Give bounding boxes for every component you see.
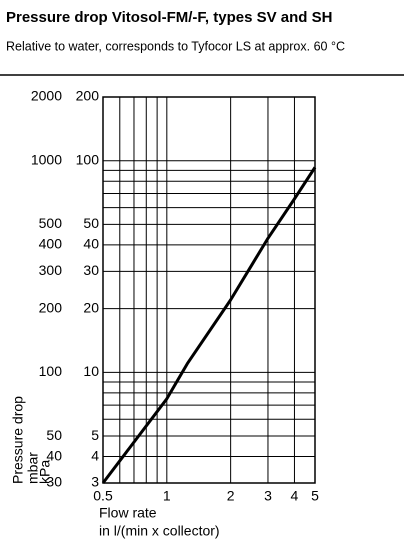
y2-tick-label: 40 bbox=[46, 447, 62, 463]
chart-subtitle: Relative to water, corresponds to Tyfoco… bbox=[6, 39, 345, 53]
y-tick-label: 3 bbox=[91, 474, 99, 490]
y-label: kPa bbox=[37, 460, 53, 484]
y-tick-label: 30 bbox=[83, 262, 99, 278]
y2-tick-label: 200 bbox=[39, 299, 63, 315]
x-tick-label: 2 bbox=[227, 488, 235, 504]
y-tick-label: 20 bbox=[83, 299, 99, 315]
chart-title: Pressure drop Vitosol-FM/-F, types SV an… bbox=[6, 9, 332, 26]
y-tick-label: 5 bbox=[91, 427, 99, 443]
y2-label: mbar bbox=[25, 452, 41, 484]
x-tick-label: 0.5 bbox=[93, 488, 113, 504]
y-tick-label: 10 bbox=[83, 363, 99, 379]
axis-title: Pressure drop bbox=[10, 396, 26, 484]
x-label-unit: in l/(min x collector) bbox=[99, 523, 220, 539]
y-tick-label: 4 bbox=[91, 447, 99, 463]
x-label: Flow rate bbox=[99, 505, 157, 521]
y2-tick-label: 100 bbox=[39, 363, 63, 379]
x-tick-label: 4 bbox=[291, 488, 299, 504]
y2-tick-label: 50 bbox=[46, 427, 62, 443]
x-tick-label: 5 bbox=[311, 488, 319, 504]
y2-tick-label: 400 bbox=[39, 236, 63, 252]
y2-tick-label: 2000 bbox=[31, 88, 62, 104]
y-tick-label: 40 bbox=[83, 236, 99, 252]
plot-frame bbox=[102, 96, 316, 484]
y2-tick-label: 300 bbox=[39, 262, 63, 278]
y2-tick-label: 500 bbox=[39, 215, 63, 231]
y-tick-label: 100 bbox=[76, 151, 100, 167]
y-tick-label: 50 bbox=[83, 215, 99, 231]
data-line bbox=[101, 166, 317, 484]
y2-tick-label: 30 bbox=[46, 474, 62, 490]
y2-tick-label: 1000 bbox=[31, 151, 62, 167]
x-tick-label: 3 bbox=[264, 488, 272, 504]
x-tick-label: 1 bbox=[163, 488, 171, 504]
y-tick-label: 200 bbox=[76, 88, 100, 104]
